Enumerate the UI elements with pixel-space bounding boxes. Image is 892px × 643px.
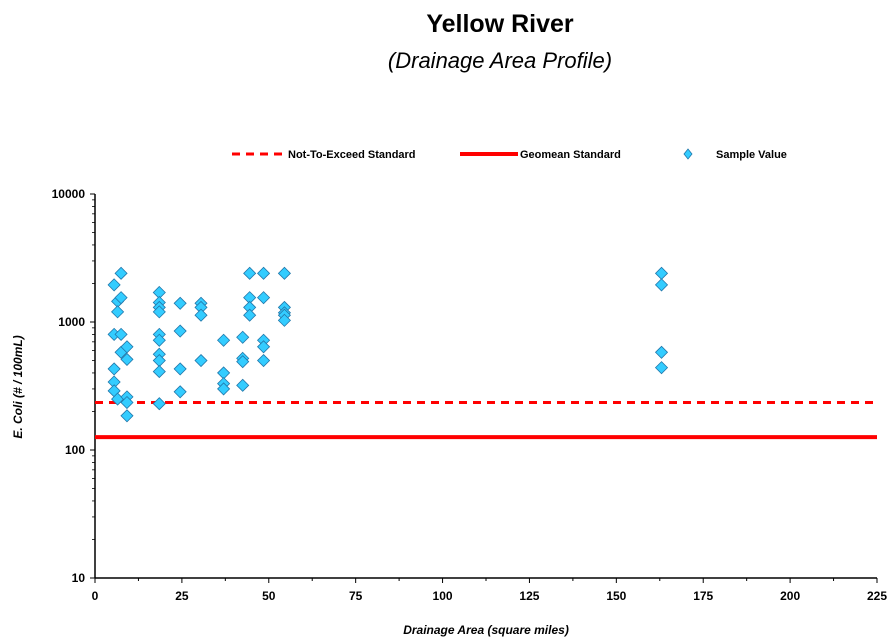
sample-point bbox=[173, 296, 187, 310]
sample-point bbox=[114, 266, 128, 280]
legend-swatch-sample-value bbox=[683, 148, 693, 160]
legend: Not-To-Exceed Standard Geomean Standard … bbox=[232, 148, 787, 161]
legend-label-not-to-exceed: Not-To-Exceed Standard bbox=[288, 149, 416, 161]
sample-point bbox=[120, 352, 134, 366]
y-tick-label: 100 bbox=[65, 443, 85, 457]
sample-point bbox=[236, 355, 250, 369]
sample-point bbox=[277, 266, 291, 280]
sample-point bbox=[654, 266, 669, 280]
sample-point bbox=[243, 308, 257, 322]
sample-point bbox=[256, 291, 271, 305]
sample-point bbox=[107, 362, 121, 376]
x-tick-label: 175 bbox=[693, 589, 713, 603]
data-points bbox=[107, 266, 669, 423]
sample-point bbox=[173, 324, 187, 338]
x-tick-label: 25 bbox=[175, 589, 189, 603]
sample-point bbox=[654, 361, 669, 375]
sample-point bbox=[654, 345, 669, 359]
y-axis-label: E. Coli (# / 100mL) bbox=[11, 335, 25, 438]
chart-title: Yellow River bbox=[426, 10, 574, 38]
y-tick-label: 1000 bbox=[58, 315, 85, 329]
sample-point bbox=[236, 378, 250, 392]
sample-point bbox=[256, 266, 271, 280]
sample-point bbox=[120, 340, 134, 354]
sample-point bbox=[243, 266, 257, 280]
sample-point bbox=[152, 397, 166, 411]
sample-point bbox=[114, 327, 128, 341]
sample-point bbox=[120, 395, 134, 410]
x-tick-label: 75 bbox=[349, 589, 363, 603]
x-tick-label: 100 bbox=[433, 589, 453, 603]
chart-subtitle: (Drainage Area Profile) bbox=[388, 48, 612, 73]
sample-point bbox=[217, 333, 231, 347]
y-tick-label: 10000 bbox=[52, 187, 86, 201]
reference-lines bbox=[95, 401, 877, 440]
legend-label-geomean: Geomean Standard bbox=[520, 149, 621, 161]
x-tick-label: 200 bbox=[780, 589, 800, 603]
legend-label-sample-value: Sample Value bbox=[716, 149, 787, 161]
sample-point bbox=[111, 305, 125, 319]
sample-point bbox=[152, 364, 166, 379]
x-axis-label: Drainage Area (square miles) bbox=[403, 623, 569, 637]
sample-point bbox=[194, 308, 208, 322]
sample-point bbox=[654, 278, 669, 292]
axes: 0 25 50 75 100 125 150 175 200 225 10 100 1000 10000 bbox=[52, 187, 888, 603]
y-tick-label: 10 bbox=[72, 571, 86, 585]
sample-point bbox=[236, 330, 250, 344]
sample-point bbox=[194, 353, 208, 368]
sample-point bbox=[120, 409, 134, 423]
sample-point bbox=[114, 291, 128, 305]
sample-point bbox=[277, 313, 291, 327]
sample-point bbox=[152, 333, 166, 347]
sample-point bbox=[173, 362, 187, 376]
x-tick-label: 0 bbox=[92, 589, 99, 603]
sample-point bbox=[217, 382, 231, 396]
sample-point bbox=[173, 385, 187, 399]
sample-point bbox=[256, 353, 271, 368]
x-tick-label: 125 bbox=[519, 589, 539, 603]
x-tick-label: 225 bbox=[867, 589, 887, 603]
x-tick-label: 150 bbox=[606, 589, 626, 603]
x-tick-label: 50 bbox=[262, 589, 276, 603]
sample-point bbox=[152, 305, 166, 319]
sample-point bbox=[256, 340, 271, 354]
sample-point bbox=[107, 278, 121, 292]
